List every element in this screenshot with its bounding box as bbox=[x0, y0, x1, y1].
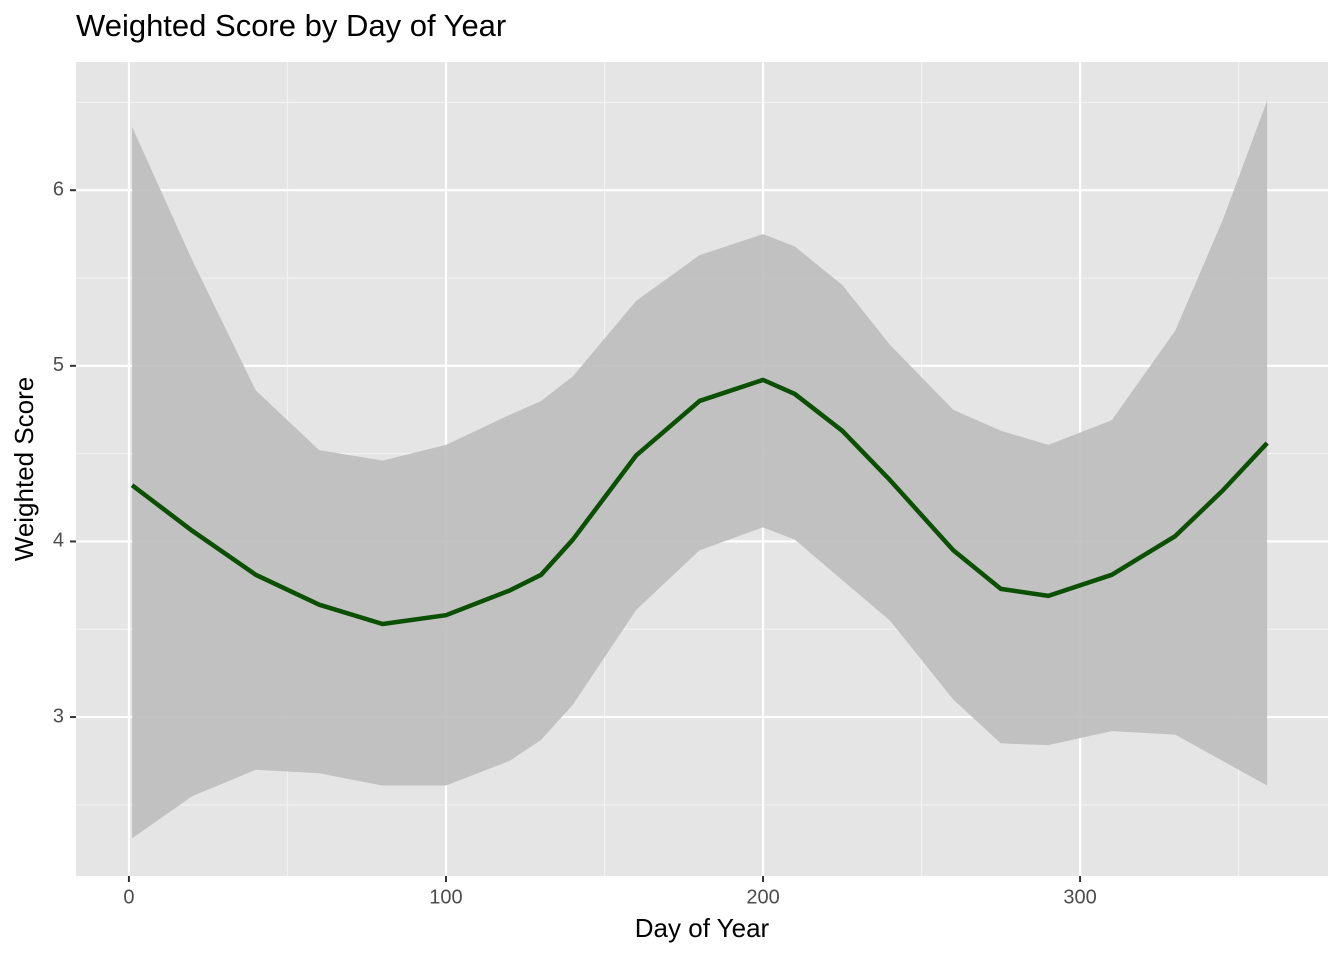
x-tick-label: 0 bbox=[123, 886, 134, 908]
confidence-band bbox=[132, 100, 1268, 839]
x-tick-label: 200 bbox=[746, 886, 779, 908]
chart-title: Weighted Score by Day of Year bbox=[76, 8, 506, 43]
y-tick-label: 3 bbox=[53, 705, 64, 727]
y-axis-label: Weighted Score bbox=[9, 377, 39, 562]
y-tick-label: 6 bbox=[53, 178, 64, 200]
x-tick-label: 300 bbox=[1063, 886, 1096, 908]
line bbox=[130, 377, 1269, 627]
x-axis-label: Day of Year bbox=[635, 913, 770, 943]
x-tick-label: 100 bbox=[429, 886, 462, 908]
y-tick-label: 5 bbox=[53, 354, 64, 376]
y-tick-label: 4 bbox=[53, 530, 64, 552]
